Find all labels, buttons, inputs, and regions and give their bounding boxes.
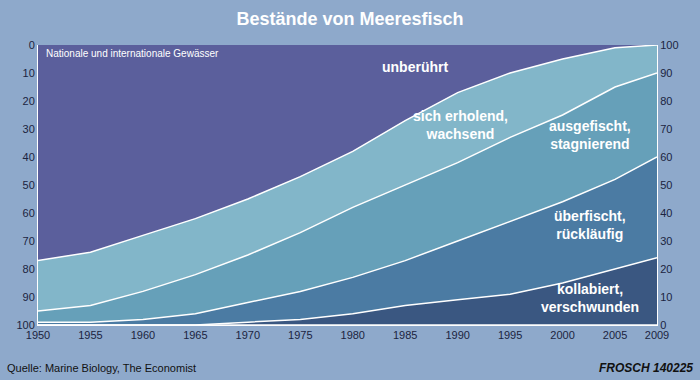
svg-text:unberührt: unberührt — [382, 59, 448, 75]
svg-text:40: 40 — [23, 151, 35, 163]
svg-text:20: 20 — [660, 263, 672, 275]
svg-text:1980: 1980 — [341, 329, 365, 341]
svg-text:90: 90 — [23, 291, 35, 303]
svg-text:50: 50 — [23, 179, 35, 191]
svg-text:1955: 1955 — [78, 329, 102, 341]
svg-text:60: 60 — [660, 151, 672, 163]
svg-text:1970: 1970 — [236, 329, 260, 341]
svg-text:Bestände von Meeresfisch: Bestände von Meeresfisch — [236, 9, 463, 29]
svg-text:1990: 1990 — [445, 329, 469, 341]
svg-text:50: 50 — [660, 179, 672, 191]
svg-text:10: 10 — [23, 67, 35, 79]
svg-text:FROSCH 140225: FROSCH 140225 — [599, 361, 693, 375]
svg-text:90: 90 — [660, 67, 672, 79]
svg-text:80: 80 — [23, 263, 35, 275]
svg-text:1995: 1995 — [498, 329, 522, 341]
svg-text:70: 70 — [660, 123, 672, 135]
svg-text:60: 60 — [23, 207, 35, 219]
svg-text:2005: 2005 — [603, 329, 627, 341]
svg-text:70: 70 — [23, 235, 35, 247]
svg-text:überfischt,rückläufig: überfischt,rückläufig — [554, 208, 626, 242]
svg-text:100: 100 — [660, 39, 678, 51]
svg-text:2009: 2009 — [645, 329, 669, 341]
svg-text:1965: 1965 — [183, 329, 207, 341]
svg-text:ausgefischt,stagnierend: ausgefischt,stagnierend — [549, 118, 631, 152]
svg-text:80: 80 — [660, 95, 672, 107]
svg-text:2000: 2000 — [550, 329, 574, 341]
svg-text:0: 0 — [29, 39, 35, 51]
svg-text:Nationale und internationale G: Nationale und internationale Gewässer — [46, 48, 219, 59]
svg-text:30: 30 — [23, 123, 35, 135]
svg-text:30: 30 — [660, 235, 672, 247]
svg-text:sich erholend,wachsend: sich erholend,wachsend — [413, 108, 508, 142]
svg-text:kollabiert,verschwunden: kollabiert,verschwunden — [541, 281, 639, 315]
svg-text:0: 0 — [660, 319, 666, 331]
svg-text:Quelle: Marine Biology, The Ec: Quelle: Marine Biology, The Economist — [7, 362, 196, 374]
svg-text:1985: 1985 — [393, 329, 417, 341]
svg-text:1975: 1975 — [288, 329, 312, 341]
svg-text:10: 10 — [660, 291, 672, 303]
svg-text:40: 40 — [660, 207, 672, 219]
svg-text:100: 100 — [16, 319, 34, 331]
svg-text:1960: 1960 — [131, 329, 155, 341]
svg-text:20: 20 — [23, 95, 35, 107]
svg-text:1950: 1950 — [26, 329, 50, 341]
